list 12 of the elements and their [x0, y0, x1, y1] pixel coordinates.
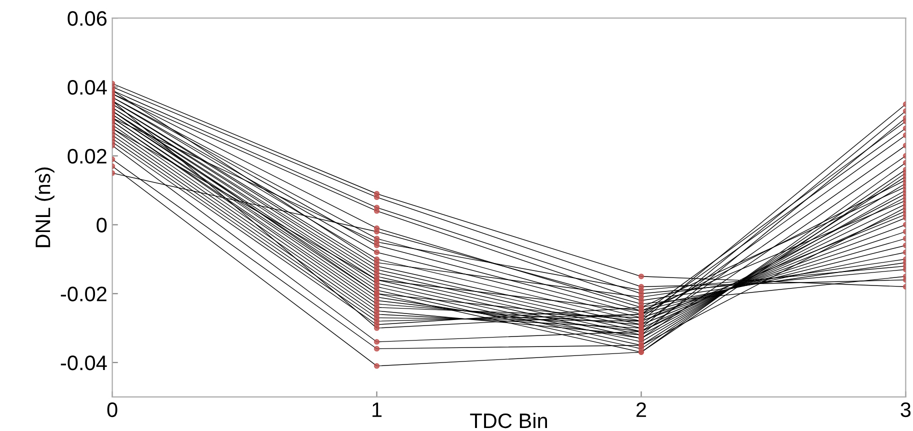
x-tick-label: 0	[107, 402, 118, 418]
y-tick-label: 0	[96, 218, 107, 232]
y-tick-label: -0.04	[60, 356, 107, 370]
y-tick-label: -0.02	[60, 286, 106, 302]
y-axis-title: DNL (ns)	[34, 168, 54, 248]
x-tick-label: 2	[636, 402, 646, 417]
x-tick-label: 3	[900, 402, 911, 418]
x-tick-label: 1	[372, 402, 382, 417]
y-tick-label: 0.04	[68, 80, 107, 95]
y-tick-label: 0.02	[68, 148, 106, 164]
y-tick-label: 0.06	[68, 11, 107, 26]
x-axis-title: TDC Bin	[470, 412, 548, 428]
